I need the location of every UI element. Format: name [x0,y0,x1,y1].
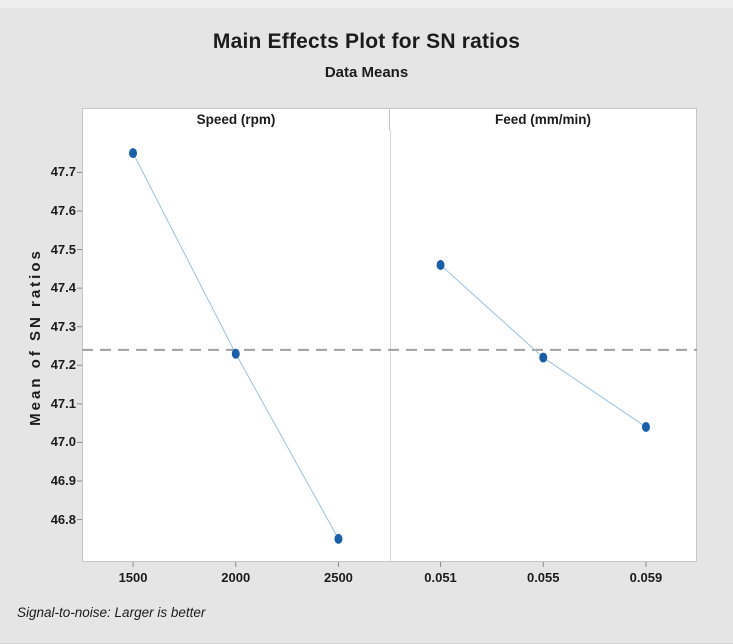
y-tick-label: 46.8 [50,511,76,527]
x-tick-label: 2500 [323,570,353,585]
y-tick-label: 47.0 [50,434,76,450]
x-tick-label: 1500 [118,570,148,585]
y-tick-label: 46.9 [50,473,76,488]
y-tick-label: 47.3 [50,318,76,334]
panel-header-band: Speed (rpm) Feed (mm/min) [82,108,697,131]
y-tick-label: 47.5 [50,241,76,257]
panel-header-speed: Speed (rpm) [196,112,276,127]
figure-top-highlight [0,0,733,8]
panel-divider-line [390,130,391,561]
y-tick-label: 47.4 [50,280,76,296]
y-tick-label: 47.6 [50,203,76,218]
chart-footnote: Signal-to-noise: Larger is better [17,605,206,620]
y-tick-label: 47.2 [50,357,76,373]
x-tick-label: 0.051 [424,570,457,585]
chart-title: Main Effects Plot for SN ratios [212,30,521,53]
y-tick-label: 47.7 [50,164,76,180]
panel-header-feed: Feed (mm/min) [389,109,696,130]
x-tick-label: 0.059 [629,570,663,585]
plot-area [82,130,697,562]
y-tick-label: 47.1 [50,395,76,411]
x-tick-label: 0.055 [526,570,560,585]
x-tick-label: 2000 [221,570,251,585]
chart-subtitle: Data Means [324,64,409,81]
